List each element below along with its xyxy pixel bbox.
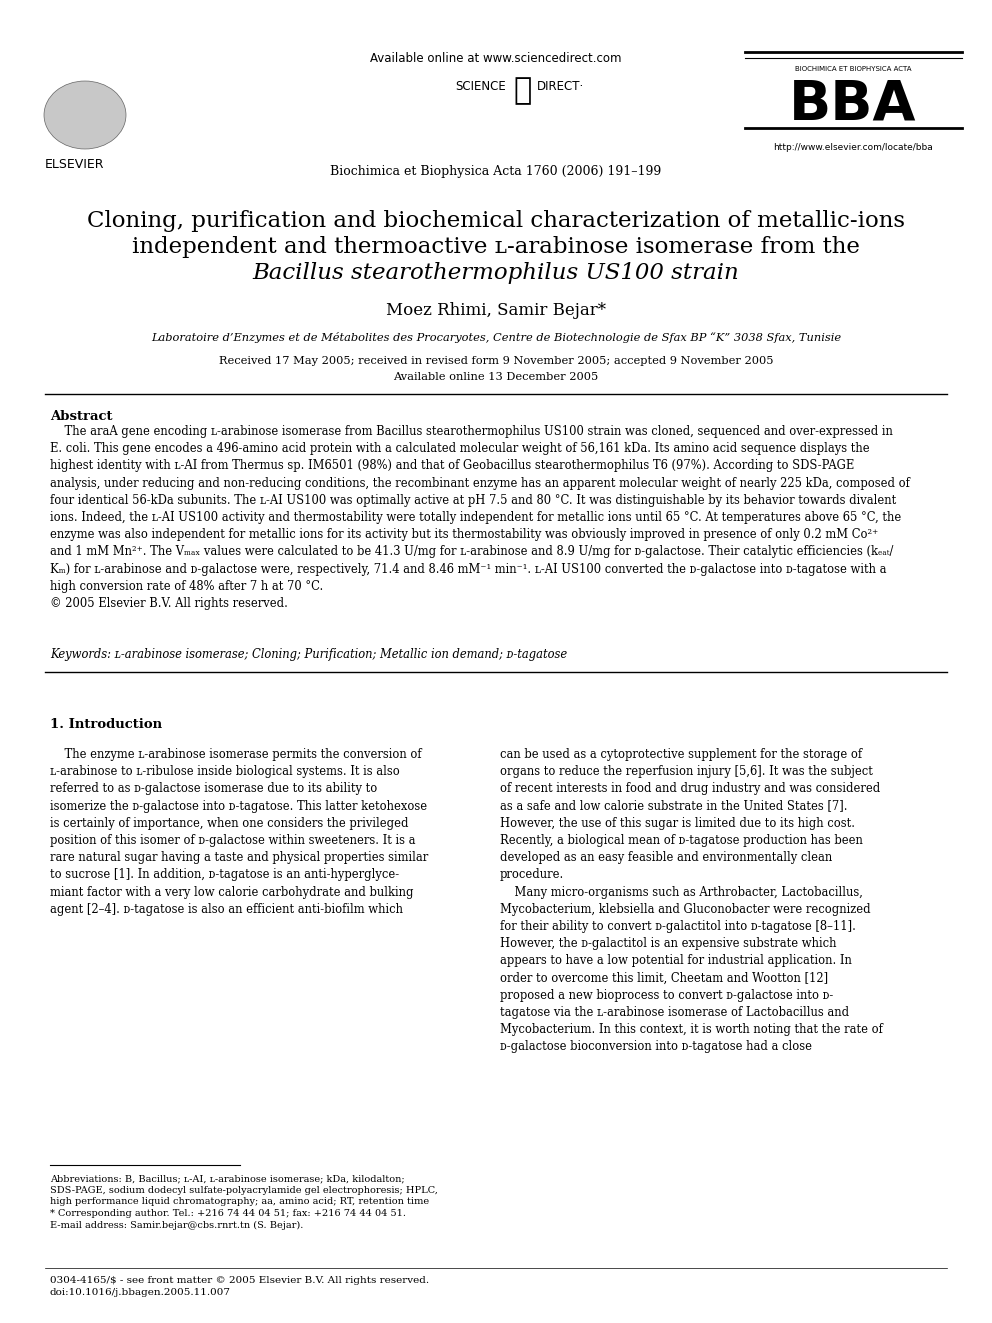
Text: The araA gene encoding ʟ-arabinose isomerase from Bacillus stearothermophilus US: The araA gene encoding ʟ-arabinose isome… — [50, 425, 910, 610]
Text: Available online 13 December 2005: Available online 13 December 2005 — [394, 372, 598, 382]
Text: 1. Introduction: 1. Introduction — [50, 718, 162, 732]
Text: independent and thermoactive ʟ-arabinose isomerase from the: independent and thermoactive ʟ-arabinose… — [132, 235, 860, 258]
Text: Keywords: ʟ-arabinose isomerase; Cloning; Purification; Metallic ion demand; ᴅ-t: Keywords: ʟ-arabinose isomerase; Cloning… — [50, 648, 567, 662]
Text: BIOCHIMICA ET BIOPHYSICA ACTA: BIOCHIMICA ET BIOPHYSICA ACTA — [795, 66, 912, 71]
Text: Abbreviations: B, Bacillus; ʟ-AI, ʟ-arabinose isomerase; kDa, kilodalton;
SDS-PA: Abbreviations: B, Bacillus; ʟ-AI, ʟ-arab… — [50, 1174, 437, 1230]
Text: SCIENCE: SCIENCE — [455, 79, 506, 93]
Text: Available online at www.sciencedirect.com: Available online at www.sciencedirect.co… — [370, 52, 622, 65]
Text: ⓓ: ⓓ — [513, 75, 532, 105]
Text: http://www.elsevier.com/locate/bba: http://www.elsevier.com/locate/bba — [773, 143, 932, 152]
Text: Abstract: Abstract — [50, 410, 112, 423]
Text: Bacillus stearothermophilus US100 strain: Bacillus stearothermophilus US100 strain — [253, 262, 739, 284]
Text: can be used as a cytoprotective supplement for the storage of
organs to reduce t: can be used as a cytoprotective suppleme… — [500, 747, 883, 1053]
Ellipse shape — [44, 81, 126, 149]
Text: Laboratoire d’Enzymes et de Métabolites des Procaryotes, Centre de Biotechnologi: Laboratoire d’Enzymes et de Métabolites … — [151, 332, 841, 343]
Text: The enzyme ʟ-arabinose isomerase permits the conversion of
ʟ-arabinose to ʟ-ribu: The enzyme ʟ-arabinose isomerase permits… — [50, 747, 429, 916]
Text: Cloning, purification and biochemical characterization of metallic-ions: Cloning, purification and biochemical ch… — [87, 210, 905, 232]
Text: Received 17 May 2005; received in revised form 9 November 2005; accepted 9 Novem: Received 17 May 2005; received in revise… — [219, 356, 773, 366]
Text: DIRECT·: DIRECT· — [537, 79, 584, 93]
Text: 0304-4165/$ - see front matter © 2005 Elsevier B.V. All rights reserved.
doi:10.: 0304-4165/$ - see front matter © 2005 El… — [50, 1275, 430, 1297]
Text: Biochimica et Biophysica Acta 1760 (2006) 191–199: Biochimica et Biophysica Acta 1760 (2006… — [330, 165, 662, 179]
Text: Moez Rhimi, Samir Bejar*: Moez Rhimi, Samir Bejar* — [386, 302, 606, 319]
Text: ELSEVIER: ELSEVIER — [46, 157, 105, 171]
Text: BBA: BBA — [790, 78, 917, 132]
